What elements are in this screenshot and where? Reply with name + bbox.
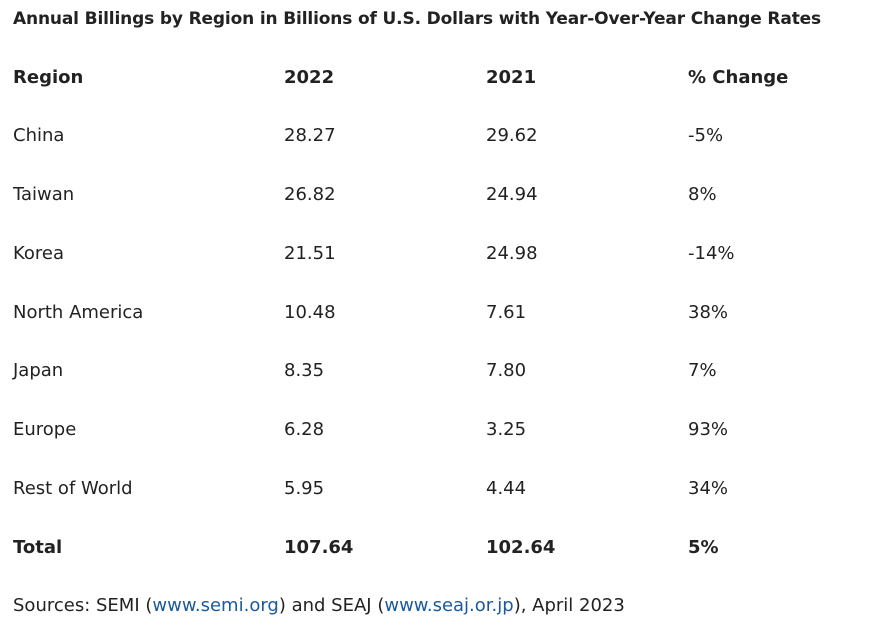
- sources-prefix: Sources: SEMI (: [13, 595, 153, 616]
- total-change: 5%: [688, 537, 719, 558]
- table-row: Rest of World 5.95 4.44 34%: [0, 474, 896, 504]
- sources-note: Sources: SEMI (www.semi.org) and SEAJ (w…: [13, 591, 625, 621]
- value-2022-cell: 8.35: [284, 360, 325, 381]
- total-label: Total: [13, 537, 63, 558]
- table-row: Taiwan 26.82 24.94 8%: [0, 180, 896, 210]
- region-cell: Korea: [13, 243, 65, 264]
- value-2021-cell: 24.94: [486, 184, 538, 205]
- value-2022-cell: 26.82: [284, 184, 336, 205]
- change-cell: 38%: [688, 302, 729, 323]
- region-cell: Europe: [13, 419, 77, 440]
- sources-suffix: ), April 2023: [513, 595, 625, 616]
- value-2021-cell: 3.25: [486, 419, 527, 440]
- table-row: Japan 8.35 7.80 7%: [0, 356, 896, 386]
- region-cell: Taiwan: [13, 184, 75, 205]
- column-header-2021: 2021: [486, 67, 537, 88]
- table-title: Annual Billings by Region in Billions of…: [13, 9, 822, 29]
- sources-middle: ) and SEAJ (: [278, 595, 385, 616]
- seaj-link[interactable]: www.seaj.or.jp: [384, 595, 514, 616]
- value-2021-cell: 24.98: [486, 243, 538, 264]
- value-2022-cell: 5.95: [284, 478, 325, 499]
- value-2021-cell: 4.44: [486, 478, 527, 499]
- region-cell: Japan: [13, 360, 64, 381]
- semi-link[interactable]: www.semi.org: [152, 595, 279, 616]
- value-2022-cell: 28.27: [284, 125, 336, 146]
- change-cell: 93%: [688, 419, 729, 440]
- change-cell: 34%: [688, 478, 729, 499]
- change-cell: -5%: [688, 125, 724, 146]
- region-cell: China: [13, 125, 65, 146]
- value-2022-cell: 10.48: [284, 302, 336, 323]
- table-total-row: Total 107.64 102.64 5%: [0, 533, 896, 563]
- table-header-row: Region 2022 2021 % Change: [0, 63, 896, 93]
- table-row: Europe 6.28 3.25 93%: [0, 415, 896, 445]
- change-cell: 7%: [688, 360, 717, 381]
- value-2021-cell: 7.80: [486, 360, 527, 381]
- column-header-change: % Change: [688, 67, 789, 88]
- value-2022-cell: 21.51: [284, 243, 336, 264]
- column-header-2022: 2022: [284, 67, 335, 88]
- value-2021-cell: 7.61: [486, 302, 527, 323]
- column-header-region: Region: [13, 67, 84, 88]
- change-cell: -14%: [688, 243, 735, 264]
- value-2021-cell: 29.62: [486, 125, 538, 146]
- table-row: Korea 21.51 24.98 -14%: [0, 239, 896, 269]
- region-cell: North America: [13, 302, 144, 323]
- table-row: China 28.27 29.62 -5%: [0, 121, 896, 151]
- region-cell: Rest of World: [13, 478, 133, 499]
- value-2022-cell: 6.28: [284, 419, 325, 440]
- table-row: North America 10.48 7.61 38%: [0, 298, 896, 328]
- total-2021: 102.64: [486, 537, 556, 558]
- change-cell: 8%: [688, 184, 717, 205]
- total-2022: 107.64: [284, 537, 354, 558]
